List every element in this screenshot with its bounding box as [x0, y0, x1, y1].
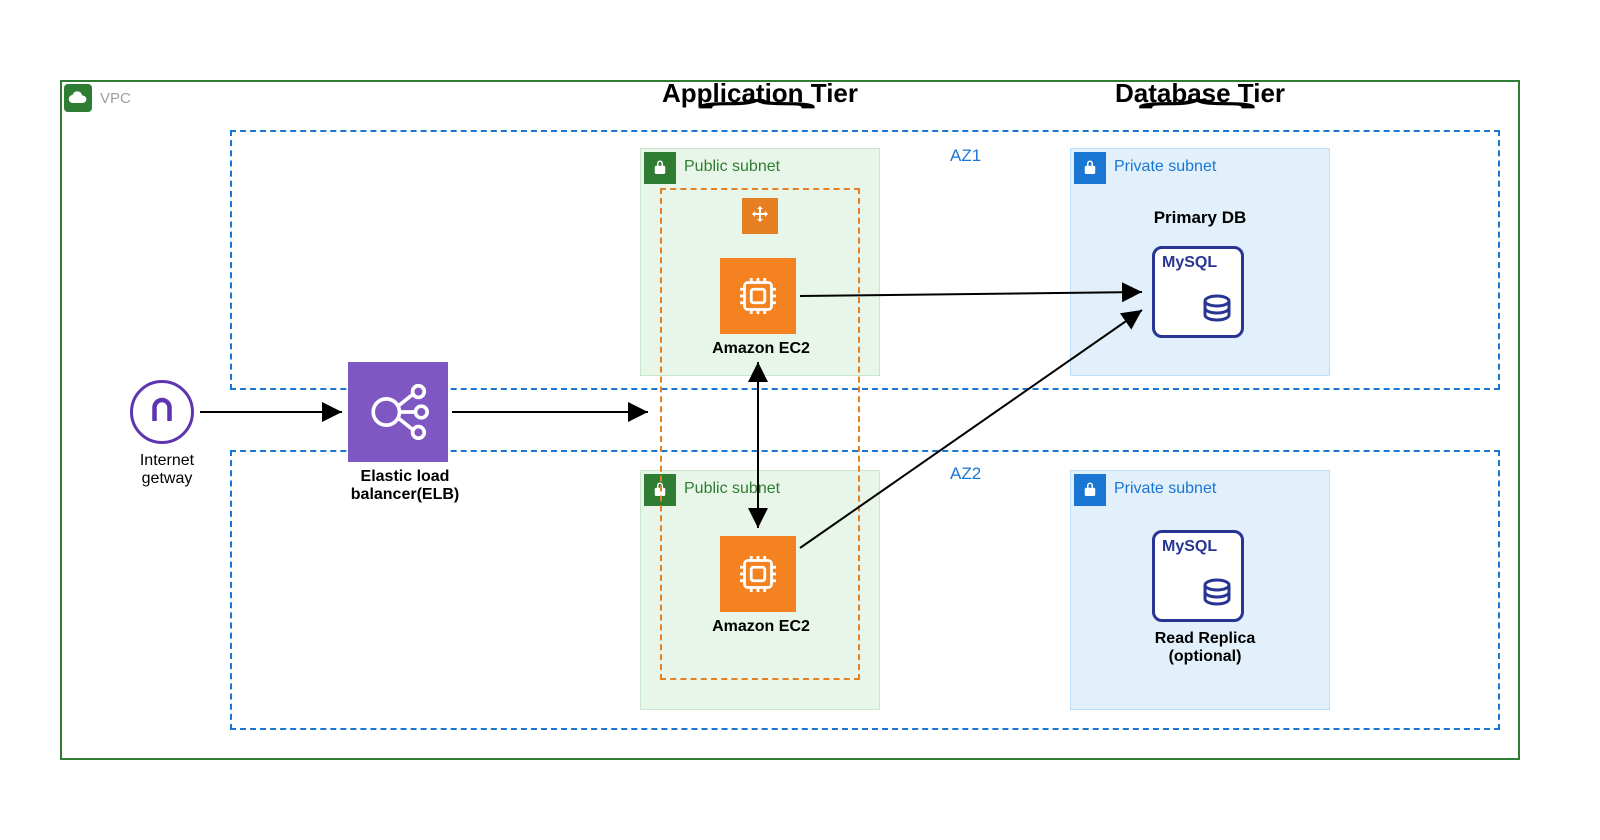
architecture-diagram: { "diagram": { "type": "network", "title…: [0, 0, 1600, 840]
ec2-2-label: Amazon EC2: [706, 618, 816, 636]
az2-label: AZ2: [950, 464, 981, 484]
elb-label: Elastic load balancer(ELB): [340, 468, 470, 504]
ec2-icon: [720, 258, 796, 334]
lock-icon: [644, 152, 676, 184]
autoscale-icon: [742, 198, 778, 234]
ec2-1-label: Amazon EC2: [706, 340, 816, 358]
primary-db-label: Primary DB: [1140, 208, 1260, 228]
mysql-badge: MySQL: [1162, 538, 1217, 556]
vpc-label: VPC: [100, 90, 131, 107]
vpc-icon: [64, 84, 92, 112]
public-subnet-1-label: Public subnet: [684, 158, 780, 176]
ec2-icon: [720, 536, 796, 612]
elb-icon: [348, 362, 448, 462]
lock-icon: [1074, 152, 1106, 184]
lock-icon: [1074, 474, 1106, 506]
read-replica-label: Read Replica (optional): [1140, 630, 1270, 666]
mysql-badge: MySQL: [1162, 254, 1217, 272]
az1-label: AZ1: [950, 146, 981, 166]
private-subnet-2-label: Private subnet: [1114, 480, 1216, 498]
internet-gateway-label: Internet getway: [122, 452, 212, 488]
internet-gateway-icon: [130, 380, 194, 444]
private-subnet-1-label: Private subnet: [1114, 158, 1216, 176]
